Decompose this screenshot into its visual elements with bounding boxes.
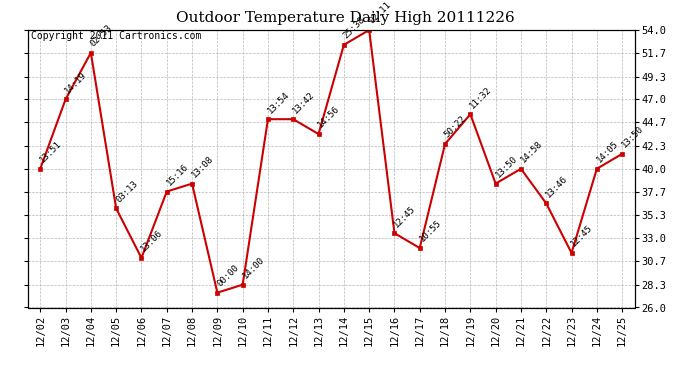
Text: 25:38: 25:38 [342,15,367,41]
Text: 13:06: 13:06 [139,228,165,254]
Text: 14:58: 14:58 [519,139,544,165]
Text: 12:45: 12:45 [392,204,417,229]
Text: 14:00: 14:00 [240,255,266,280]
Text: 13:42: 13:42 [291,90,317,115]
Text: 14:19: 14:19 [63,70,89,95]
Text: 10:55: 10:55 [417,219,443,244]
Text: 11:32: 11:32 [468,85,493,110]
Text: 02:11: 02:11 [367,0,393,26]
Text: 15:16: 15:16 [164,162,190,188]
Text: 14:05: 14:05 [595,139,620,165]
Text: 00:00: 00:00 [215,263,241,288]
Text: 14:56: 14:56 [316,105,342,130]
Text: 03:13: 03:13 [114,179,139,204]
Text: 13:50: 13:50 [493,154,519,180]
Text: 13:08: 13:08 [190,154,215,180]
Text: 13:51: 13:51 [38,139,63,165]
Text: 13:46: 13:46 [544,174,569,199]
Text: Outdoor Temperature Daily High 20111226: Outdoor Temperature Daily High 20111226 [176,11,514,25]
Text: 13:54: 13:54 [266,90,291,115]
Text: 13:50: 13:50 [620,124,645,150]
Text: 02:53: 02:53 [88,23,114,49]
Text: 50:22: 50:22 [443,114,469,140]
Text: Copyright 2011 Cartronics.com: Copyright 2011 Cartronics.com [30,32,201,41]
Text: 12:45: 12:45 [569,224,595,249]
